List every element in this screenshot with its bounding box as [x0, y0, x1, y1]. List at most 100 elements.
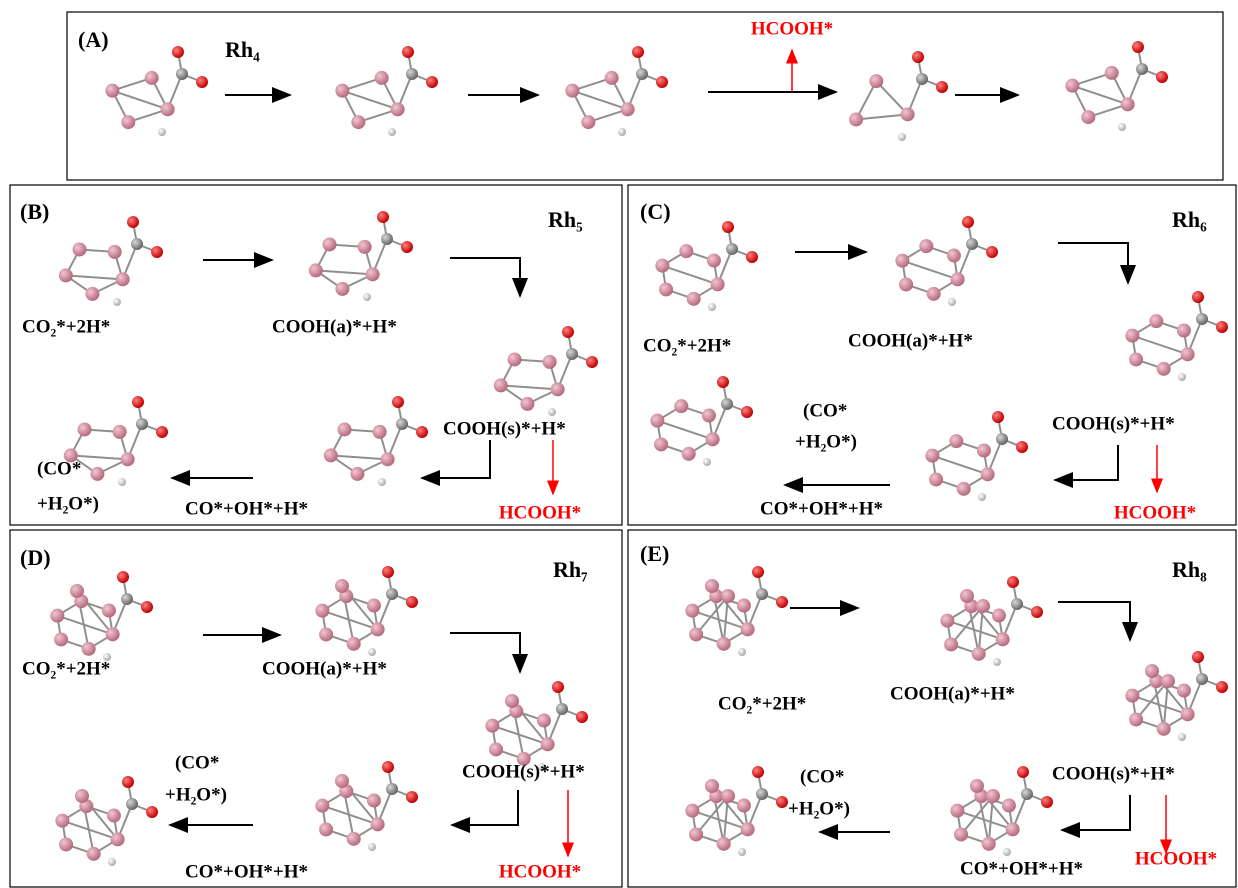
atom — [679, 244, 693, 258]
final-state-label: (CO* — [175, 752, 219, 773]
atom — [406, 68, 418, 80]
state-label: COOH(s)*+H* — [1052, 763, 1175, 784]
atom — [1177, 324, 1191, 338]
atom — [335, 282, 349, 296]
atom — [1041, 796, 1053, 808]
state-label: COOH(s)*+H* — [443, 418, 566, 439]
atom — [737, 799, 751, 813]
atom — [363, 293, 371, 301]
atom — [986, 789, 1000, 803]
atom — [899, 277, 913, 291]
atom — [1105, 66, 1119, 80]
atom — [416, 426, 428, 438]
atom — [50, 609, 64, 623]
atom — [721, 398, 733, 410]
atom — [1081, 110, 1095, 124]
atom — [1065, 79, 1079, 93]
arrow — [1058, 243, 1128, 283]
atom — [1125, 689, 1139, 703]
atom — [618, 128, 626, 136]
atom — [741, 822, 755, 836]
side-product: HCOOH* — [1135, 848, 1217, 869]
atom — [929, 472, 943, 486]
arrow — [1062, 795, 1130, 830]
atom — [954, 827, 968, 841]
atom — [947, 249, 961, 263]
atom — [948, 298, 956, 306]
atom — [113, 425, 127, 439]
bond — [961, 796, 993, 834]
atom — [1216, 681, 1228, 693]
atom — [156, 426, 168, 438]
atom — [406, 791, 418, 803]
state-label: COOH(a)*+H* — [262, 658, 387, 679]
atom — [382, 566, 394, 578]
atom — [117, 571, 129, 583]
atom — [940, 614, 954, 628]
cluster-label: Rh₇ — [553, 557, 588, 582]
atom — [494, 378, 508, 392]
atom — [576, 711, 588, 723]
atom — [401, 241, 413, 253]
atom — [392, 396, 404, 408]
atom — [381, 452, 395, 466]
atom — [1192, 651, 1204, 663]
atom — [925, 449, 939, 463]
state-label: CO₂*+2H* — [22, 658, 110, 679]
atom — [1016, 441, 1028, 453]
atom — [741, 622, 755, 636]
atom — [116, 272, 130, 286]
atom — [919, 239, 933, 253]
atom — [402, 46, 414, 58]
atom — [368, 843, 376, 851]
atom — [378, 478, 386, 486]
atom — [319, 627, 333, 641]
side-product: HCOOH* — [499, 861, 581, 882]
atom — [565, 84, 579, 98]
atom — [347, 832, 361, 846]
atom — [541, 737, 555, 751]
atom — [636, 68, 648, 80]
state-label: COOH(a)*+H* — [848, 330, 973, 351]
atom — [621, 102, 635, 116]
atom — [309, 263, 323, 277]
arrow — [422, 440, 490, 478]
final-state-label: +H₂O*) — [788, 798, 850, 819]
side-product: HCOOH* — [499, 502, 581, 523]
atom — [107, 809, 121, 823]
atom — [912, 51, 924, 63]
atom — [1157, 722, 1171, 736]
atom — [381, 233, 393, 245]
panel-label: (E) — [640, 541, 669, 566]
atom — [721, 789, 735, 803]
bond — [856, 114, 908, 119]
atom — [105, 84, 119, 98]
state-label: COOH(a)*+H* — [272, 316, 397, 337]
atom — [335, 774, 349, 788]
atom — [388, 128, 396, 136]
atom — [1181, 707, 1195, 721]
bond — [657, 421, 712, 440]
atom — [122, 776, 134, 788]
atom — [136, 418, 148, 430]
cluster-label: Rh₄ — [225, 37, 260, 62]
final-state-label: (CO* — [803, 400, 847, 421]
atom — [1192, 291, 1204, 303]
atom — [151, 246, 163, 258]
bond — [696, 596, 728, 634]
atom — [75, 789, 89, 803]
atom — [1136, 63, 1148, 75]
atom — [1196, 673, 1208, 685]
atom — [895, 254, 909, 268]
atom — [996, 433, 1008, 445]
state-label: CO₂*+2H* — [718, 693, 806, 714]
atom — [548, 408, 556, 416]
atom — [1178, 733, 1186, 741]
atom — [986, 246, 998, 258]
atom — [996, 632, 1010, 646]
panel-label: (B) — [20, 199, 49, 224]
atom — [916, 73, 928, 85]
atom — [605, 71, 619, 85]
atom — [703, 458, 711, 466]
atom — [54, 632, 68, 646]
